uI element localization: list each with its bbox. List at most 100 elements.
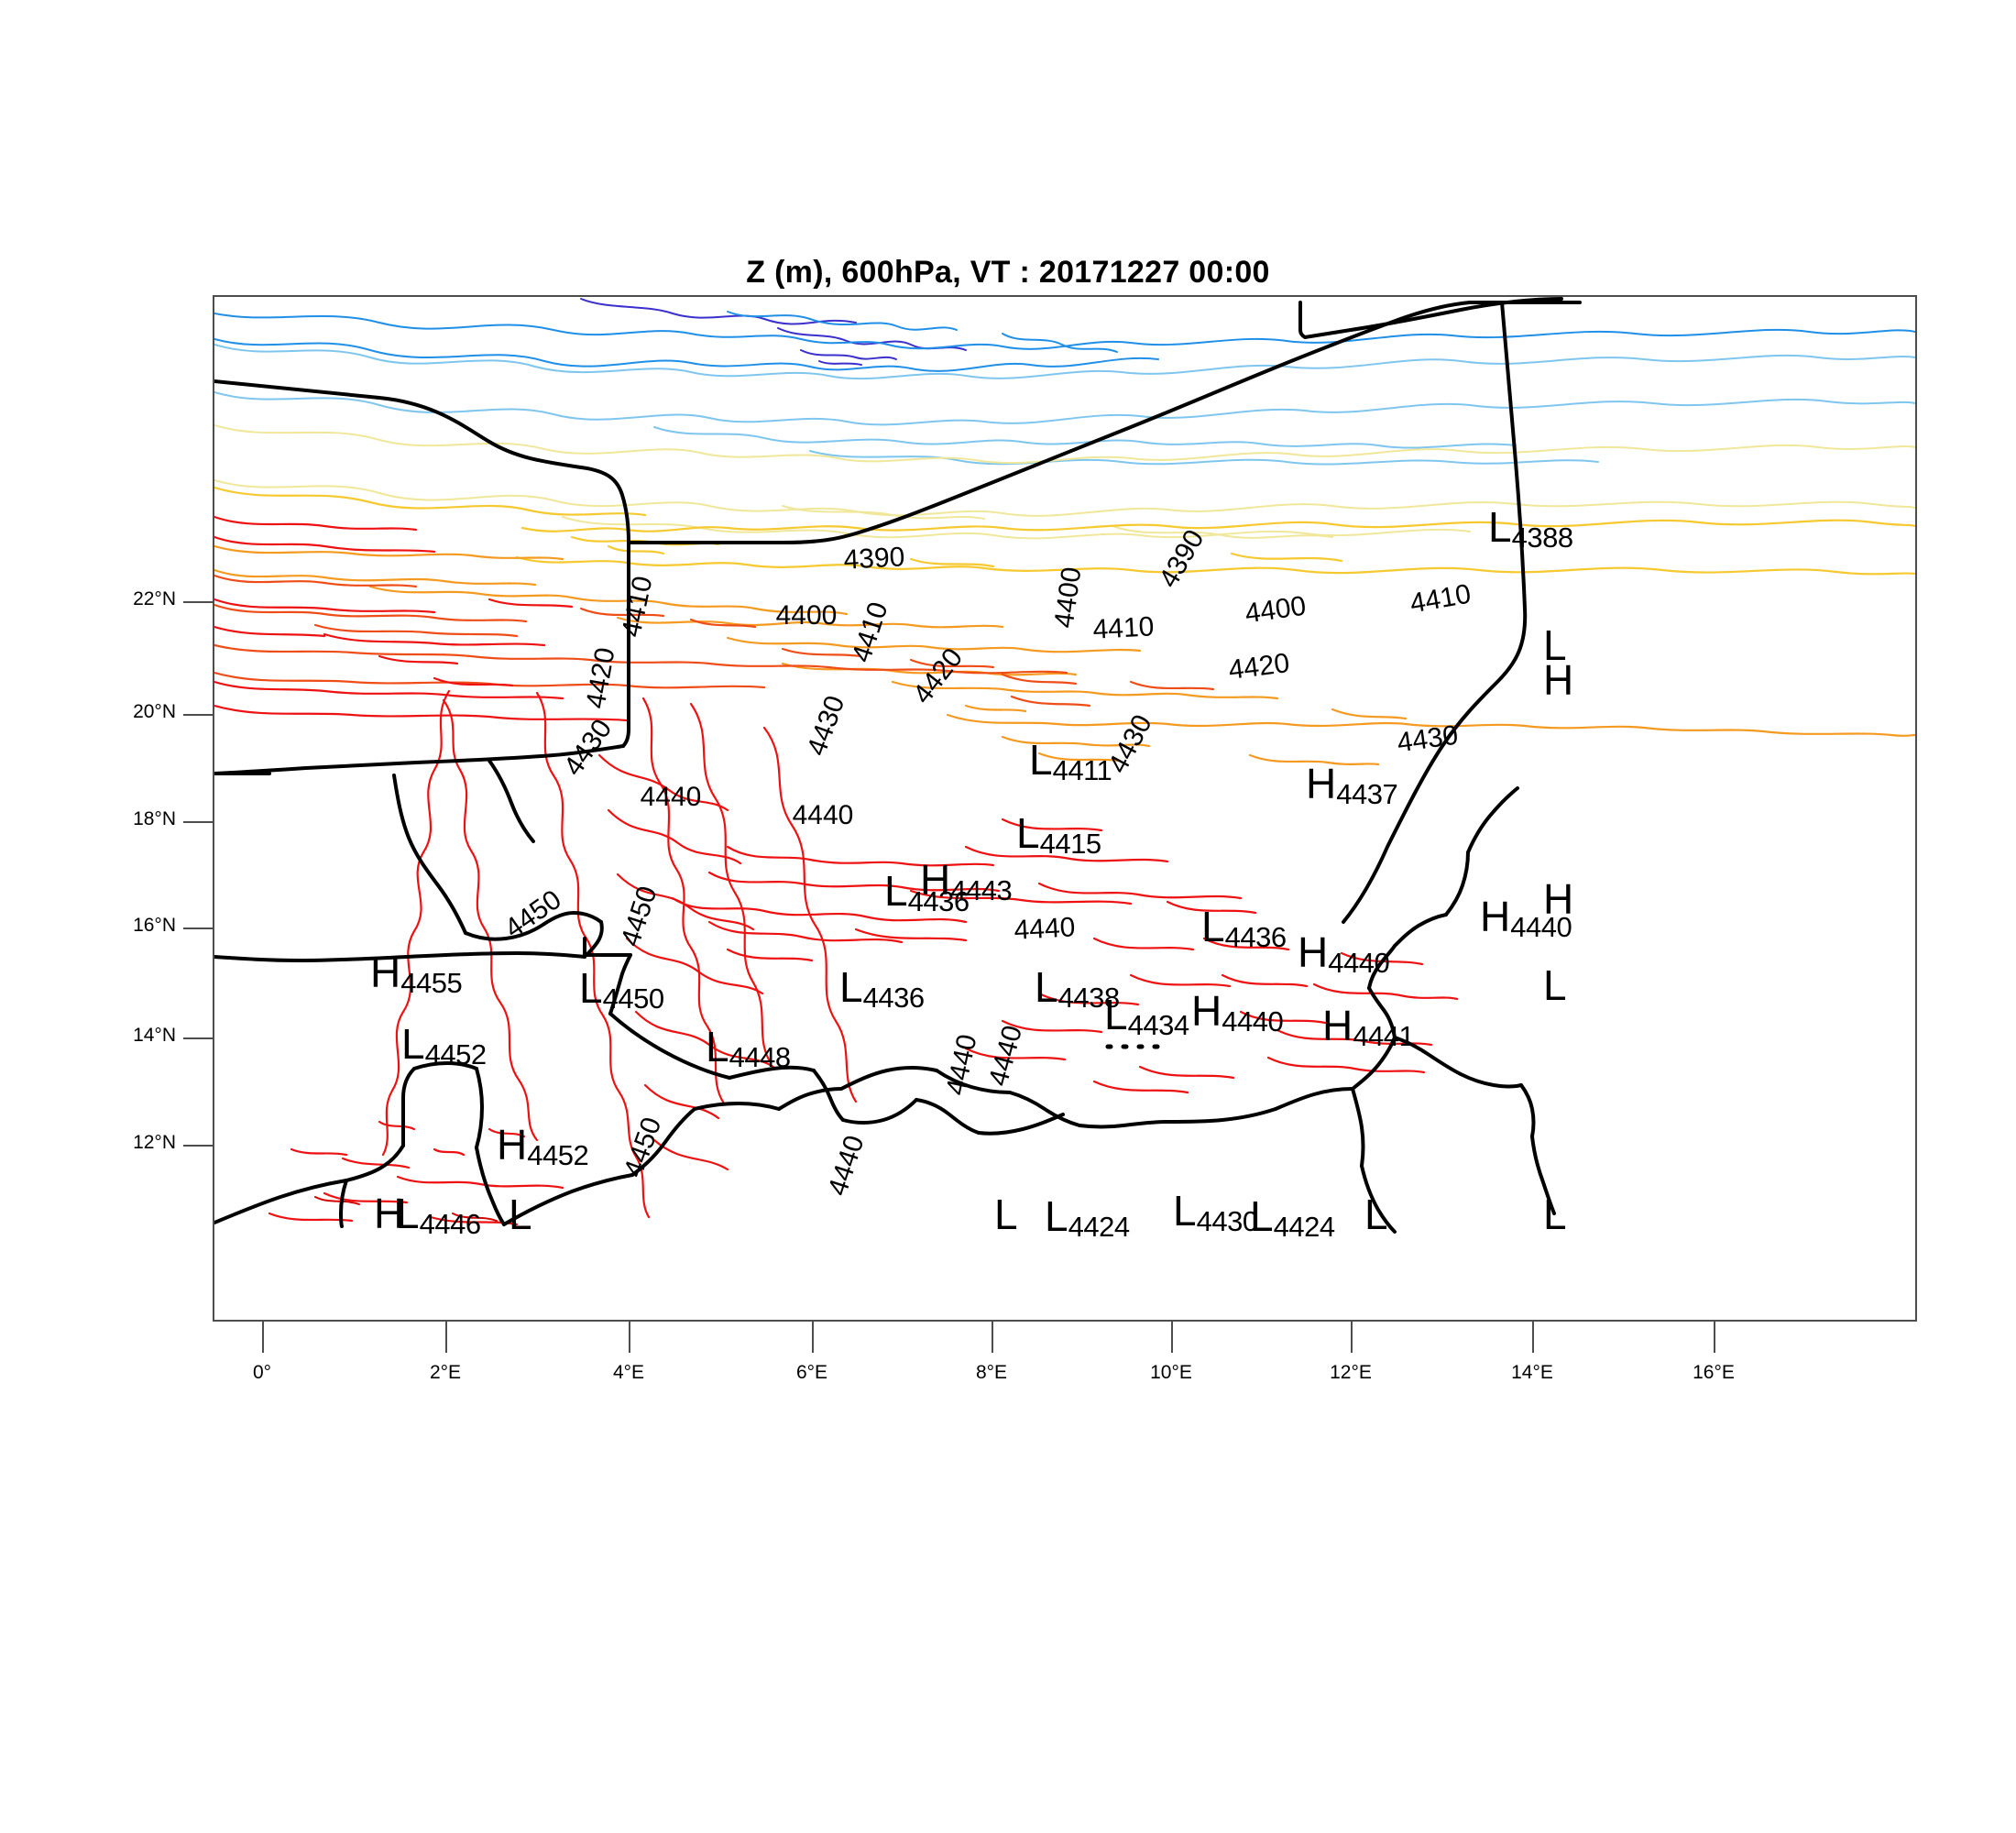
low-center-label: L4438 [1035,966,1120,1012]
high-center-icon: H [1480,893,1511,940]
x-axis-tick-label: 12°E [1330,1362,1372,1383]
y-axis-tick-mark [183,821,214,823]
high-center-icon: H [370,949,401,996]
high-center-label-clipped: H [1543,659,1573,701]
high-center-icon: H [1543,659,1574,701]
x-axis-tick-label: 2°E [429,1362,462,1383]
extremum-value: 4452 [424,1038,487,1070]
low-center-label: L4446 [396,1192,481,1238]
high-center-label: H4441 [1322,1004,1415,1052]
y-axis-tick-mark [183,1145,214,1147]
low-center-icon: L [1045,1192,1068,1240]
x-axis-tick-label: 6°E [795,1362,828,1383]
low-center-label: L4436 [1201,906,1287,951]
contour-value-label: 4390 [842,542,906,576]
low-center-label: L4411 [1029,739,1112,785]
x-axis-tick-mark [1714,1322,1715,1353]
y-axis-tick-label: 18°N [133,808,176,829]
low-center-icon: L [1250,1192,1274,1240]
low-center-icon: L [1029,736,1053,784]
extremum-value: 4436 [862,982,925,1014]
extremum-value: 4438 [1057,982,1120,1014]
contour-lines [214,298,1915,1226]
extremum-value: 4455 [400,967,463,999]
y-axis-tick-label: 16°N [133,915,176,936]
x-axis-tick-mark [445,1322,447,1353]
low-center-label: L4450 [579,967,664,1013]
x-axis-tick-mark [262,1322,264,1353]
extremum-value: 4436 [1224,921,1287,953]
extremum-value: 4415 [1039,828,1101,860]
high-center-label: H4440 [1191,987,1284,1037]
high-center-label: H4440 [1480,895,1572,941]
low-center-icon: L [1201,903,1225,950]
low-center-label: L4448 [706,1026,791,1071]
extremum-value: 4440 [1510,911,1572,943]
high-center-icon: H [497,1121,528,1169]
low-center-icon: L [509,1193,532,1235]
extremum-value: 4411 [1052,754,1112,786]
x-axis-tick-mark [1171,1322,1173,1353]
low-center-label: L4424 [1045,1195,1130,1241]
high-center-icon: H [1543,878,1574,920]
low-center-icon: L [1104,991,1128,1038]
low-center-label: L4452 [401,1023,487,1069]
contour-4390 [214,311,1915,372]
low-center-icon: L [401,1020,425,1068]
high-center-label: H4440 [1298,928,1390,977]
contour-4450 [214,515,1459,1226]
low-center-label: L4436 [884,870,970,916]
high-center-label: H4437 [1306,760,1398,808]
y-axis-tick-mark [183,714,214,716]
low-center-icon: L [706,1023,729,1070]
high-center-label: H4443 [920,859,1013,905]
low-center-label-clipped: L [994,1193,1018,1235]
low-center-label-clipped: L [1364,1193,1388,1235]
y-axis-tick-mark [183,1037,214,1039]
extremum-value: 4441 [1353,1020,1415,1052]
low-center-icon: L [1364,1193,1388,1235]
low-center-label: L4415 [1016,812,1101,858]
low-center-label-clipped: L [509,1193,532,1235]
low-center-label-clipped: L [1543,964,1567,1006]
low-center-icon: L [1173,1187,1197,1235]
low-center-icon: L [839,963,863,1011]
low-center-icon: L [1543,1193,1567,1235]
low-center-label: L4436 [839,966,925,1012]
low-center-label-clipped: L [1543,624,1567,666]
high-center-icon: H [374,1192,405,1235]
contour-map-svg [214,297,1915,1234]
y-axis-tick-label: 14°N [133,1025,176,1046]
extremum-value: 4430 [1196,1205,1258,1237]
y-axis-tick-label: 20°N [133,701,176,722]
extremum-value: 4440 [1222,1005,1284,1037]
contour-4440 [214,574,1215,708]
contour-value-label: 4410 [1091,611,1156,645]
contour-4400 [214,344,1915,466]
x-axis-tick-label: 10°E [1150,1362,1192,1383]
low-center-label-clipped: L [1543,1193,1567,1235]
y-axis-tick-mark [183,927,214,929]
low-center-icon: L [396,1190,420,1237]
contour-value-label: 4400 [775,600,838,631]
x-axis-tick-label: 4°E [612,1362,645,1383]
contour-value-label: 4440 [640,782,702,812]
extremum-value: 4436 [907,885,970,917]
y-axis-tick-mark [183,601,214,603]
low-center-icon: L [884,867,908,915]
x-axis-tick-label: 14°E [1511,1362,1553,1383]
x-axis-tick-label: 8°E [975,1362,1008,1383]
map-plot-area [213,295,1917,1322]
low-center-label: L4424 [1250,1195,1335,1241]
y-axis-tick-label: 12°N [133,1132,176,1153]
high-center-icon: H [1298,928,1329,976]
extremum-value: 4434 [1127,1009,1189,1041]
extremum-value: 4450 [602,982,664,1015]
high-center-icon: H [1191,987,1222,1035]
high-center-label: H4452 [497,1121,589,1169]
extremum-value: 4424 [1068,1211,1130,1243]
contour-4460 [314,1196,498,1222]
high-center-icon: H [1306,760,1337,807]
y-axis-tick-label: 22°N [133,588,176,609]
